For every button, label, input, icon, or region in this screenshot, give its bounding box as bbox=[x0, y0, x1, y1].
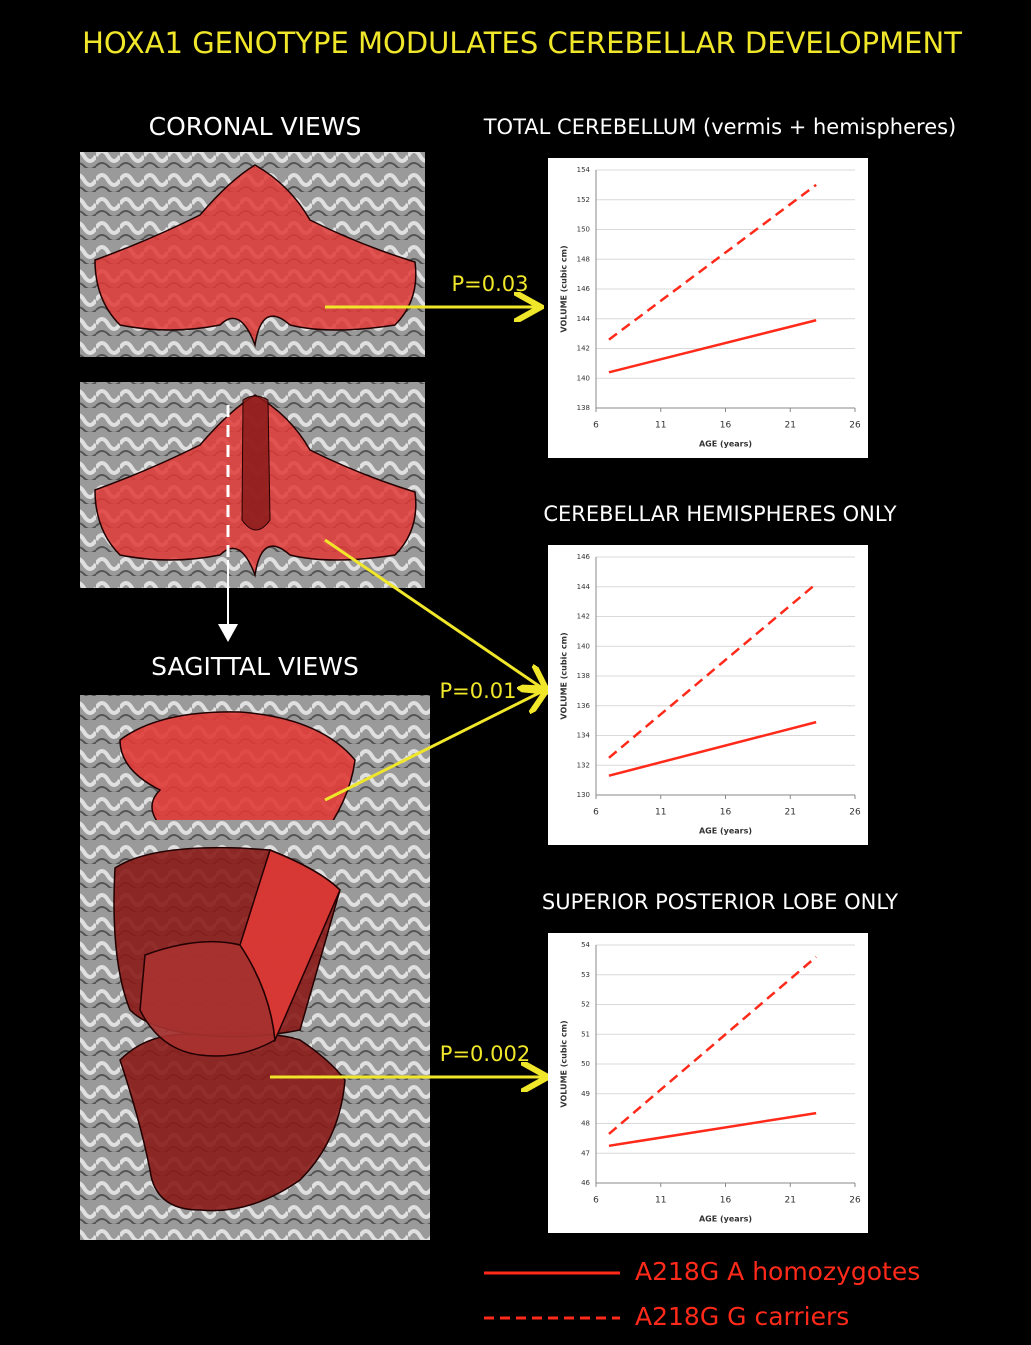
x-axis-title: AGE (years) bbox=[699, 1215, 752, 1224]
x-tick-label: 26 bbox=[849, 421, 861, 431]
y-tick-label: 150 bbox=[577, 226, 590, 234]
x-tick-label: 21 bbox=[785, 1196, 796, 1206]
y-tick-label: 138 bbox=[577, 672, 590, 680]
annotation: P=0.002 bbox=[440, 1042, 530, 1066]
y-tick-label: 136 bbox=[577, 702, 591, 710]
y-tick-label: 53 bbox=[581, 971, 590, 979]
y-tick-label: 146 bbox=[577, 553, 591, 561]
y-tick-label: 49 bbox=[581, 1090, 590, 1098]
chart-title: TOTAL CEREBELLUM (vermis + hemispheres) bbox=[483, 115, 957, 139]
x-tick-label: 6 bbox=[593, 808, 599, 818]
figure: HOXA1 GENOTYPE MODULATES CEREBELLAR DEVE… bbox=[0, 0, 1031, 1345]
y-tick-label: 148 bbox=[577, 255, 590, 263]
y-tick-label: 142 bbox=[577, 345, 590, 353]
x-tick-label: 26 bbox=[849, 808, 861, 818]
page: HOXA1 GENOTYPE MODULATES CEREBELLAR DEVE… bbox=[0, 0, 1031, 1345]
x-tick-label: 21 bbox=[785, 808, 796, 818]
y-tick-label: 132 bbox=[577, 761, 590, 769]
y-tick-label: 142 bbox=[577, 613, 590, 621]
x-axis-title: AGE (years) bbox=[699, 827, 752, 836]
x-tick-label: 21 bbox=[785, 421, 796, 431]
x-tick-label: 11 bbox=[655, 1196, 666, 1206]
y-tick-label: 134 bbox=[577, 732, 591, 740]
legend-label: A218G G carriers bbox=[635, 1302, 849, 1331]
view-label: CORONAL VIEWS bbox=[149, 112, 362, 141]
y-tick-label: 144 bbox=[577, 583, 591, 591]
y-axis-title: VOLUME (cubic cm) bbox=[560, 1020, 569, 1107]
y-tick-label: 46 bbox=[581, 1179, 590, 1187]
y-tick-label: 146 bbox=[577, 285, 591, 293]
y-axis-title: VOLUME (cubic cm) bbox=[560, 632, 569, 719]
y-tick-label: 144 bbox=[577, 315, 591, 323]
y-tick-label: 138 bbox=[577, 404, 590, 412]
x-tick-label: 26 bbox=[849, 1196, 861, 1206]
y-tick-label: 48 bbox=[581, 1120, 590, 1128]
y-tick-label: 130 bbox=[577, 791, 590, 799]
chart-title: CEREBELLAR HEMISPHERES ONLY bbox=[543, 502, 896, 526]
y-tick-label: 140 bbox=[577, 642, 590, 650]
y-tick-label: 51 bbox=[581, 1030, 590, 1038]
x-tick-label: 6 bbox=[593, 421, 599, 431]
y-tick-label: 154 bbox=[577, 166, 591, 174]
x-tick-label: 16 bbox=[720, 808, 732, 818]
x-tick-label: 11 bbox=[655, 421, 666, 431]
view-label: SAGITTAL VIEWS bbox=[151, 652, 359, 681]
sagittal-image bbox=[80, 820, 430, 1240]
coronal-image bbox=[80, 152, 425, 357]
legend-label: A218G A homozygotes bbox=[635, 1257, 920, 1286]
x-tick-label: 11 bbox=[655, 808, 666, 818]
y-tick-label: 52 bbox=[581, 1001, 590, 1009]
annotation: P=0.03 bbox=[451, 272, 528, 296]
y-tick-label: 47 bbox=[581, 1149, 590, 1157]
x-axis-title: AGE (years) bbox=[699, 440, 752, 449]
y-tick-label: 54 bbox=[581, 941, 590, 949]
y-tick-label: 50 bbox=[581, 1060, 590, 1068]
x-tick-label: 16 bbox=[720, 1196, 732, 1206]
figure-title: HOXA1 GENOTYPE MODULATES CEREBELLAR DEVE… bbox=[82, 26, 962, 60]
y-axis-title: VOLUME (cubic cm) bbox=[560, 245, 569, 332]
annotation: P=0.01 bbox=[439, 679, 516, 703]
y-tick-label: 152 bbox=[577, 196, 590, 204]
x-tick-label: 6 bbox=[593, 1196, 599, 1206]
y-tick-label: 140 bbox=[577, 374, 590, 382]
x-tick-label: 16 bbox=[720, 421, 732, 431]
chart-title: SUPERIOR POSTERIOR LOBE ONLY bbox=[542, 890, 898, 914]
